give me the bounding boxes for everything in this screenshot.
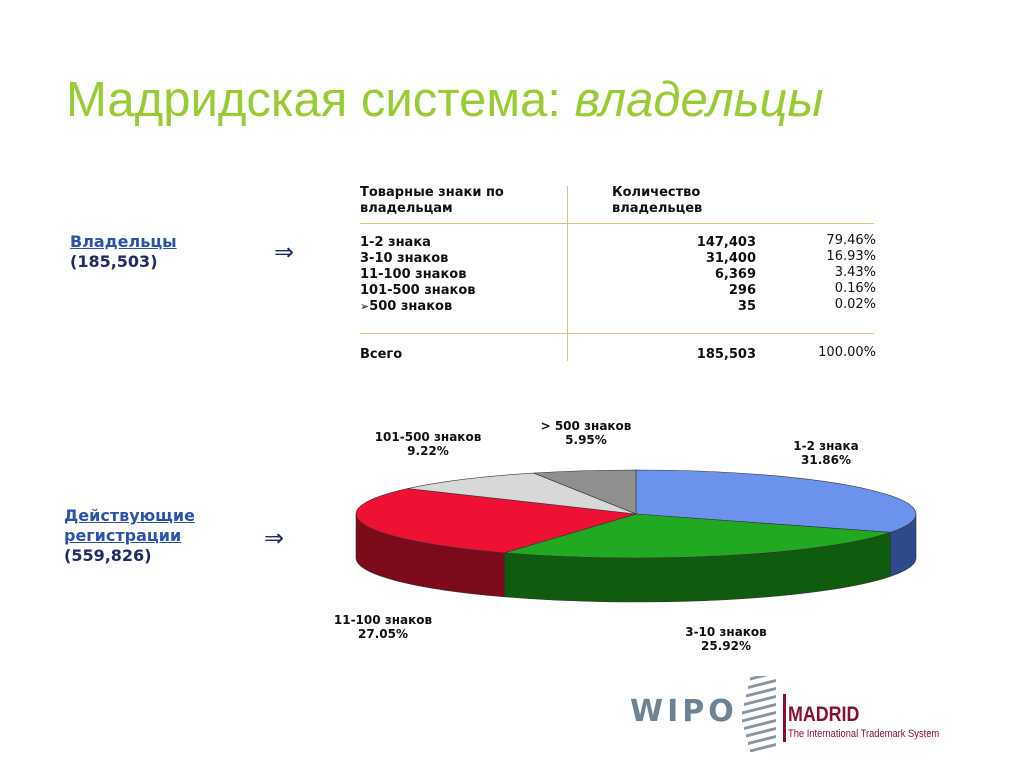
table-row-count: 147,403	[696, 235, 756, 250]
title-italic: владельцы	[574, 73, 824, 127]
pie-label-percent: 9.22%	[407, 444, 449, 458]
pie-label-name: 1-2 знака	[793, 439, 859, 453]
table-header-col2-line2: владельцев	[612, 201, 703, 216]
table-row-percent: 79.46%	[826, 233, 876, 248]
table-row-label: 101-500 знаков	[360, 283, 476, 298]
table-row-labels: 1-2 знака 3-10 знаков 11-100 знаков 101-…	[360, 235, 475, 315]
table-row-label: 11-100 знаков	[360, 267, 467, 282]
pie-label-1-2: 1-2 знака 31.86%	[776, 439, 876, 467]
table-row-count: 296	[728, 283, 756, 298]
pie-label-percent: 31.86%	[801, 453, 851, 467]
pie-slice	[355, 488, 637, 554]
pie-label-percent: 5.95%	[565, 433, 607, 447]
pie-label-101-500: 101-500 знаков 9.22%	[360, 430, 496, 458]
title-main: Мадридская система:	[66, 73, 561, 127]
table-divider-header	[360, 223, 874, 224]
table-row-percents: 79.46% 16.93% 3.43% 0.16% 0.02%	[770, 233, 876, 313]
owners-label: Владельцы (185,503)	[70, 232, 177, 272]
madrid-logo-text: MADRID	[788, 703, 860, 726]
logo-divider	[783, 694, 786, 742]
owners-label-count: (185,503)	[70, 252, 158, 271]
table-divider-total	[360, 333, 874, 334]
pie-label-3-10: 3-10 знаков 25.92%	[666, 625, 786, 653]
table-row-counts: 147,403 31,400 6,369 296 35	[640, 235, 756, 315]
pie-slice	[407, 472, 637, 515]
pie-label-percent: 25.92%	[701, 639, 751, 653]
bullet-arrow-icon: ➢	[360, 300, 370, 313]
table-header-col1: Товарные знаки по владельцам	[360, 185, 504, 217]
pie-slice	[504, 513, 891, 559]
pie-label-name: 3-10 знаков	[685, 625, 767, 639]
pie-label-percent: 27.05%	[358, 627, 408, 641]
table-row-label: 3-10 знаков	[360, 251, 449, 266]
table-header-col2: Количество владельцев	[612, 185, 702, 217]
table-row-percent: 16.93%	[826, 249, 876, 264]
pie-label-name: 101-500 знаков	[374, 430, 482, 444]
registrations-label-line1[interactable]: Действующие	[64, 506, 195, 525]
wipo-emblem-icon	[742, 676, 776, 752]
table-row-percent: 3.43%	[834, 265, 876, 280]
table-total-percent: 100.00%	[818, 345, 876, 360]
table-row-count: 31,400	[705, 251, 756, 266]
pie-label-gt500: > 500 знаков 5.95%	[536, 419, 636, 447]
table-total-count: 185,503	[696, 347, 756, 362]
table-row-percent: 0.16%	[834, 281, 876, 296]
pie-label-11-100: 11-100 знаков 27.05%	[316, 613, 450, 641]
table-header-col1-line1: Товарные знаки по	[360, 185, 504, 200]
madrid-logo-subtitle: The International Trademark System	[788, 728, 940, 740]
table-row-count: 35	[737, 299, 756, 314]
owners-arrow-icon: ⇒	[274, 238, 295, 266]
pie-slice	[533, 469, 637, 515]
registrations-label: Действующие регистрации (559,826)	[64, 506, 195, 566]
registrations-label-line2[interactable]: регистрации	[64, 526, 182, 545]
pie-slice	[635, 469, 917, 533]
table-row-percent: 0.02%	[834, 297, 876, 312]
owners-label-link[interactable]: Владельцы	[70, 232, 177, 251]
pie-label-name: > 500 знаков	[540, 419, 632, 433]
table-row-label: 1-2 знака	[360, 235, 431, 250]
page-title: Мадридская система: владельцы	[66, 72, 824, 128]
registrations-label-count: (559,826)	[64, 546, 152, 565]
pie-label-name: 11-100 знаков	[333, 613, 433, 627]
table-header-col1-line2: владельцам	[360, 201, 453, 216]
table-header-col2-line1: Количество	[612, 185, 701, 200]
table-divider-vertical	[567, 186, 568, 361]
wipo-logo-text: WIPO	[630, 694, 738, 729]
table-row-label: ➢500 знаков	[360, 299, 453, 314]
table-total-label: Всего	[360, 347, 403, 362]
registrations-arrow-icon: ⇒	[264, 524, 285, 552]
table-row-count: 6,369	[714, 267, 756, 282]
